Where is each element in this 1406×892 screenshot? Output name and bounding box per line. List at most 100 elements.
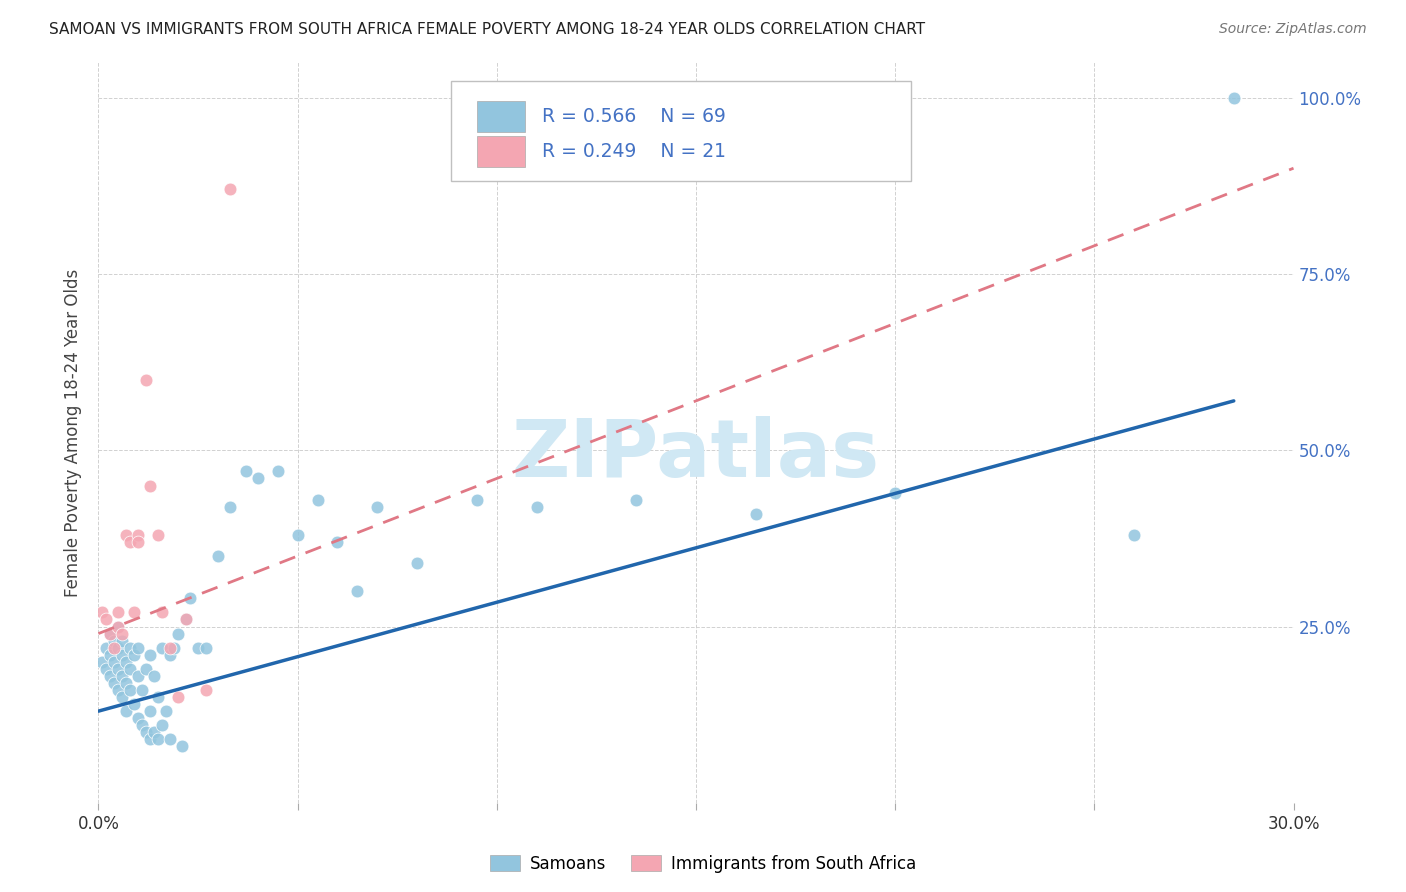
Point: [135, 725, 157, 739]
Point: [96, 640, 118, 655]
Point: [150, 640, 173, 655]
Point: [124, 697, 146, 711]
Point: [100, 648, 122, 662]
Point: [406, 556, 429, 570]
Point: [179, 591, 201, 606]
Point: [115, 528, 138, 542]
Point: [107, 606, 129, 620]
Text: SAMOAN VS IMMIGRANTS FROM SOUTH AFRICA FEMALE POVERTY AMONG 18-24 YEAR OLDS CORR: SAMOAN VS IMMIGRANTS FROM SOUTH AFRICA F…: [49, 22, 925, 37]
Point: [91, 655, 114, 669]
Point: [124, 606, 146, 620]
Point: [235, 464, 257, 478]
Point: [143, 725, 166, 739]
Text: R = 0.566    N = 69: R = 0.566 N = 69: [541, 107, 725, 126]
Point: [219, 182, 242, 196]
Point: [135, 373, 157, 387]
Point: [139, 732, 162, 747]
Point: [174, 612, 197, 626]
Point: [150, 606, 173, 620]
Point: [107, 683, 129, 698]
Point: [127, 640, 149, 655]
Point: [127, 528, 149, 542]
Point: [103, 676, 125, 690]
Point: [111, 669, 134, 683]
Point: [148, 732, 170, 747]
Text: R = 0.249    N = 21: R = 0.249 N = 21: [541, 142, 725, 161]
Point: [148, 528, 170, 542]
Point: [100, 669, 122, 683]
Point: [107, 619, 129, 633]
Point: [120, 535, 142, 549]
Point: [107, 619, 129, 633]
Point: [1222, 91, 1246, 105]
Point: [626, 492, 648, 507]
Point: [1123, 528, 1146, 542]
Point: [103, 655, 125, 669]
FancyBboxPatch shape: [451, 81, 911, 181]
Point: [100, 626, 122, 640]
Point: [115, 676, 138, 690]
Point: [120, 640, 142, 655]
Text: Source: ZipAtlas.com: Source: ZipAtlas.com: [1219, 22, 1367, 37]
Point: [96, 662, 118, 676]
Point: [143, 669, 166, 683]
Point: [115, 655, 138, 669]
Point: [107, 662, 129, 676]
Point: [884, 485, 907, 500]
Point: [187, 640, 209, 655]
Point: [195, 683, 218, 698]
Point: [120, 662, 142, 676]
Y-axis label: Female Poverty Among 18-24 Year Olds: Female Poverty Among 18-24 Year Olds: [65, 268, 83, 597]
Point: [111, 648, 134, 662]
Point: [246, 471, 269, 485]
Text: ZIPatlas: ZIPatlas: [512, 416, 880, 494]
Legend: Samoans, Immigrants from South Africa: Samoans, Immigrants from South Africa: [484, 848, 922, 880]
Point: [103, 633, 125, 648]
Point: [91, 606, 114, 620]
Point: [174, 612, 197, 626]
Point: [267, 464, 290, 478]
Point: [307, 492, 329, 507]
Point: [120, 683, 142, 698]
Point: [139, 648, 162, 662]
Point: [96, 612, 118, 626]
Point: [167, 626, 190, 640]
Point: [115, 704, 138, 718]
Point: [131, 718, 153, 732]
Point: [139, 478, 162, 492]
Point: [159, 640, 181, 655]
Point: [167, 690, 190, 704]
Point: [124, 648, 146, 662]
Point: [207, 549, 229, 563]
Point: [346, 584, 368, 599]
Point: [195, 640, 218, 655]
Point: [159, 648, 181, 662]
Point: [163, 640, 186, 655]
Point: [100, 626, 122, 640]
Point: [127, 711, 149, 725]
Point: [366, 500, 388, 514]
Point: [139, 704, 162, 718]
Point: [219, 500, 242, 514]
Point: [111, 690, 134, 704]
Point: [103, 640, 125, 655]
Point: [155, 704, 177, 718]
Point: [148, 690, 170, 704]
Point: [326, 535, 349, 549]
Point: [526, 500, 548, 514]
Point: [172, 739, 194, 754]
Point: [127, 669, 149, 683]
Point: [127, 535, 149, 549]
FancyBboxPatch shape: [477, 101, 524, 132]
Point: [465, 492, 488, 507]
Point: [111, 626, 134, 640]
Point: [107, 640, 129, 655]
Point: [150, 718, 173, 732]
Point: [135, 662, 157, 676]
FancyBboxPatch shape: [477, 136, 524, 167]
Point: [159, 732, 181, 747]
Point: [287, 528, 309, 542]
Point: [111, 633, 134, 648]
Point: [131, 683, 153, 698]
Point: [745, 507, 768, 521]
